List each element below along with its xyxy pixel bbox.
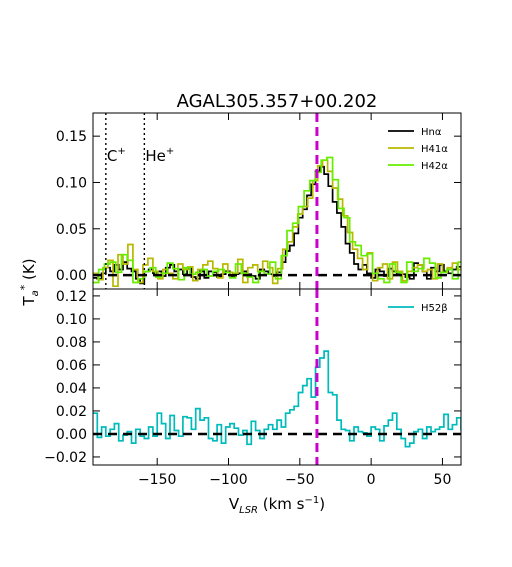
legend-label: H42α xyxy=(421,161,448,172)
annotation-text: He xyxy=(145,147,166,165)
x-axis-label-main: V xyxy=(229,495,240,513)
annotation-label-c-plus: C+ xyxy=(107,146,126,165)
plot-area xyxy=(93,113,461,289)
y-axis-label-sub: a xyxy=(30,290,41,296)
y-tick-label: 0.00 xyxy=(56,427,87,443)
series-line-H52β xyxy=(93,350,461,448)
y-tick-label: 0.15 xyxy=(56,129,87,145)
y-tick-label: 0.05 xyxy=(56,222,87,238)
annotation-sup: + xyxy=(117,146,125,157)
legend-label: H52β xyxy=(421,303,448,314)
annotation-label-he-plus: He+ xyxy=(145,146,174,165)
legend-label: H41α xyxy=(421,144,448,155)
x-tick-label: −100 xyxy=(209,472,247,488)
x-axis-label-exp: −1 xyxy=(305,495,320,506)
x-axis-label-units: (km s xyxy=(258,495,305,513)
y-tick-label: 0.06 xyxy=(56,358,87,374)
series-line-Hnα xyxy=(93,165,461,285)
x-tick-label: 50 xyxy=(434,472,452,488)
y-axis-label-units: (K) xyxy=(20,258,38,284)
annotation-text: C xyxy=(107,147,117,165)
y-axis-label-main: T xyxy=(20,296,38,307)
y-tick-label: 0.12 xyxy=(56,289,87,305)
y-tick-label: −0.02 xyxy=(44,450,87,466)
y-tick-label: 0.10 xyxy=(56,175,87,191)
y-tick-label: 0.00 xyxy=(56,268,87,284)
x-tick-label: 0 xyxy=(367,472,376,488)
series-line-H42α xyxy=(93,156,461,284)
panel-frame xyxy=(92,288,462,466)
x-axis-label: VLSR (km s−1) xyxy=(229,495,325,516)
x-axis-label-sub: LSR xyxy=(239,505,258,516)
x-axis-label-close: ) xyxy=(319,495,325,513)
x-tick-label: −50 xyxy=(285,472,315,488)
bottom-panel: −0.02 0.00 0.02 0.04 0.06 0.08 0.10 0.12 −150 −10… xyxy=(44,288,462,488)
annotation-sup: + xyxy=(166,146,174,157)
legend-label: Hnα xyxy=(421,127,442,138)
y-axis-label: Ta* (K) xyxy=(18,258,41,306)
x-tick-label: −150 xyxy=(138,472,176,488)
plot-area xyxy=(93,289,461,465)
y-tick-label: 0.04 xyxy=(56,381,87,397)
y-tick-label: 0.08 xyxy=(56,335,87,351)
y-tick-label: 0.02 xyxy=(56,404,87,420)
y-tick-label: 0.10 xyxy=(56,312,87,328)
chart-title: AGAL305.357+00.202 xyxy=(177,91,378,112)
y-axis-label-sup: * xyxy=(18,284,31,290)
